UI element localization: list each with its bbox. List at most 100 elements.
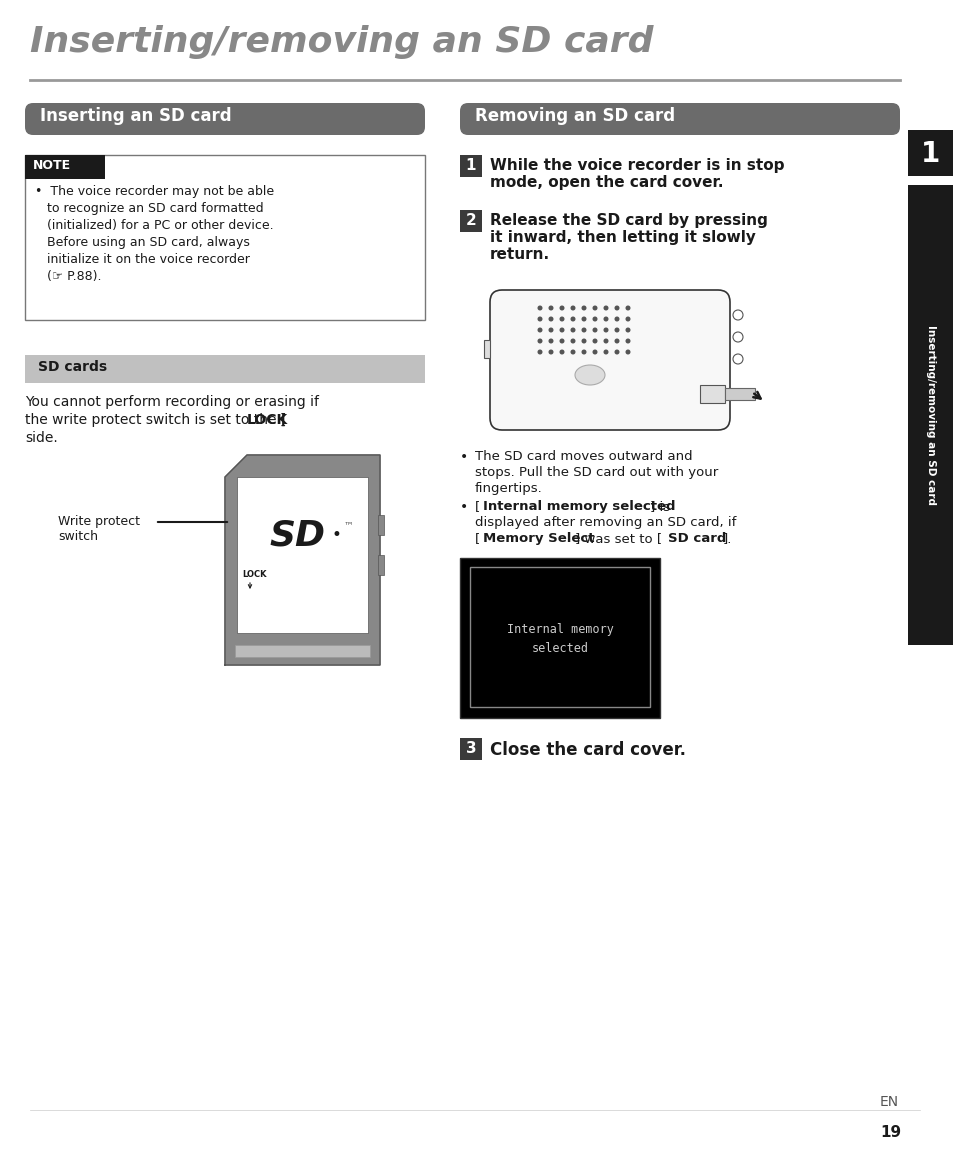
- Text: 2: 2: [465, 213, 476, 228]
- Bar: [700, 384, 724, 403]
- Circle shape: [571, 339, 575, 343]
- Circle shape: [615, 328, 618, 332]
- Text: LOCK: LOCK: [242, 570, 266, 579]
- Text: ] was set to [: ] was set to [: [575, 532, 661, 545]
- Text: Write protect: Write protect: [58, 515, 140, 528]
- Text: Inserting an SD card: Inserting an SD card: [40, 107, 232, 125]
- Circle shape: [732, 310, 742, 320]
- Text: SD card: SD card: [667, 532, 725, 545]
- Circle shape: [581, 339, 585, 343]
- Text: mode, open the card cover.: mode, open the card cover.: [490, 175, 722, 190]
- Circle shape: [593, 306, 597, 310]
- Text: ] is: ] is: [649, 500, 669, 513]
- Text: Inserting/removing an SD card: Inserting/removing an SD card: [925, 325, 935, 505]
- Circle shape: [615, 317, 618, 321]
- Circle shape: [537, 317, 541, 321]
- Polygon shape: [225, 455, 379, 665]
- Circle shape: [603, 317, 607, 321]
- Circle shape: [732, 332, 742, 342]
- Circle shape: [625, 317, 629, 321]
- Bar: [459, 738, 481, 760]
- Text: switch: switch: [58, 530, 98, 543]
- Circle shape: [559, 328, 563, 332]
- Circle shape: [603, 306, 607, 310]
- Circle shape: [625, 350, 629, 354]
- Text: Internal memory: Internal memory: [506, 623, 613, 637]
- Bar: [907, 185, 953, 645]
- Text: to recognize an SD card formatted: to recognize an SD card formatted: [35, 201, 263, 215]
- Text: 3: 3: [465, 741, 476, 756]
- Circle shape: [615, 339, 618, 343]
- FancyBboxPatch shape: [459, 103, 899, 135]
- Text: •: •: [459, 500, 468, 514]
- Circle shape: [537, 350, 541, 354]
- Circle shape: [625, 339, 629, 343]
- Circle shape: [559, 350, 563, 354]
- FancyBboxPatch shape: [25, 103, 424, 135]
- Circle shape: [625, 328, 629, 332]
- Bar: [25, 356, 424, 383]
- Circle shape: [559, 317, 563, 321]
- Text: While the voice recorder is in stop: While the voice recorder is in stop: [490, 157, 783, 173]
- Text: Close the card cover.: Close the card cover.: [490, 741, 685, 758]
- Text: the write protect switch is set to the [: the write protect switch is set to the [: [25, 413, 286, 427]
- Bar: [907, 130, 953, 176]
- Text: Removing an SD card: Removing an SD card: [475, 107, 675, 125]
- Text: •: •: [459, 450, 468, 464]
- Text: 1: 1: [465, 157, 476, 173]
- Text: it inward, then letting it slowly: it inward, then letting it slowly: [490, 230, 755, 245]
- Circle shape: [549, 306, 552, 310]
- Text: SD: SD: [269, 518, 325, 552]
- Bar: [25, 155, 424, 320]
- Circle shape: [581, 306, 585, 310]
- Circle shape: [625, 306, 629, 310]
- Circle shape: [603, 328, 607, 332]
- Circle shape: [549, 317, 552, 321]
- Text: LOCK: LOCK: [247, 413, 288, 427]
- Text: (☞ P.88).: (☞ P.88).: [35, 270, 101, 283]
- Text: ™: ™: [344, 520, 354, 530]
- Text: The SD card moves outward and: The SD card moves outward and: [475, 450, 692, 463]
- Bar: [459, 558, 659, 718]
- Text: NOTE: NOTE: [33, 159, 71, 173]
- Text: •: •: [332, 526, 341, 544]
- Text: 19: 19: [879, 1126, 901, 1139]
- Circle shape: [603, 339, 607, 343]
- Text: fingertips.: fingertips.: [475, 482, 542, 494]
- Text: 1: 1: [921, 140, 940, 168]
- Bar: [377, 555, 384, 576]
- Text: initialize it on the voice recorder: initialize it on the voice recorder: [35, 252, 250, 266]
- Circle shape: [549, 350, 552, 354]
- Text: Internal memory selected: Internal memory selected: [482, 500, 675, 513]
- FancyBboxPatch shape: [490, 290, 729, 430]
- Text: (initialized) for a PC or other device.: (initialized) for a PC or other device.: [35, 219, 274, 232]
- Text: You cannot perform recording or erasing if: You cannot perform recording or erasing …: [25, 395, 318, 409]
- Circle shape: [571, 350, 575, 354]
- Text: Before using an SD card, always: Before using an SD card, always: [35, 236, 250, 249]
- Bar: [483, 340, 490, 358]
- Circle shape: [581, 317, 585, 321]
- Circle shape: [549, 339, 552, 343]
- Circle shape: [593, 339, 597, 343]
- Text: EN: EN: [879, 1095, 898, 1109]
- Circle shape: [559, 339, 563, 343]
- Text: ]: ]: [280, 413, 285, 427]
- Circle shape: [581, 328, 585, 332]
- Text: return.: return.: [490, 247, 550, 262]
- Circle shape: [732, 354, 742, 364]
- Bar: [234, 645, 370, 657]
- Circle shape: [559, 306, 563, 310]
- Text: •  The voice recorder may not be able: • The voice recorder may not be able: [35, 185, 274, 198]
- Text: displayed after removing an SD card, if: displayed after removing an SD card, if: [475, 516, 736, 529]
- Bar: [377, 515, 384, 535]
- Circle shape: [571, 328, 575, 332]
- Bar: [459, 155, 481, 177]
- Circle shape: [571, 317, 575, 321]
- Text: side.: side.: [25, 431, 58, 445]
- Text: [: [: [475, 500, 479, 513]
- Circle shape: [593, 350, 597, 354]
- Circle shape: [593, 317, 597, 321]
- Text: SD cards: SD cards: [38, 360, 107, 374]
- Text: stops. Pull the SD card out with your: stops. Pull the SD card out with your: [475, 466, 718, 479]
- Circle shape: [537, 328, 541, 332]
